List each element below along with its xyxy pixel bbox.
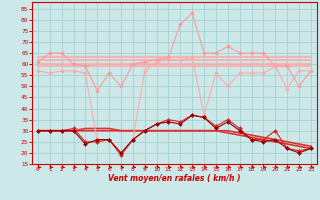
X-axis label: Vent moyen/en rafales ( km/h ): Vent moyen/en rafales ( km/h ): [108, 174, 241, 183]
